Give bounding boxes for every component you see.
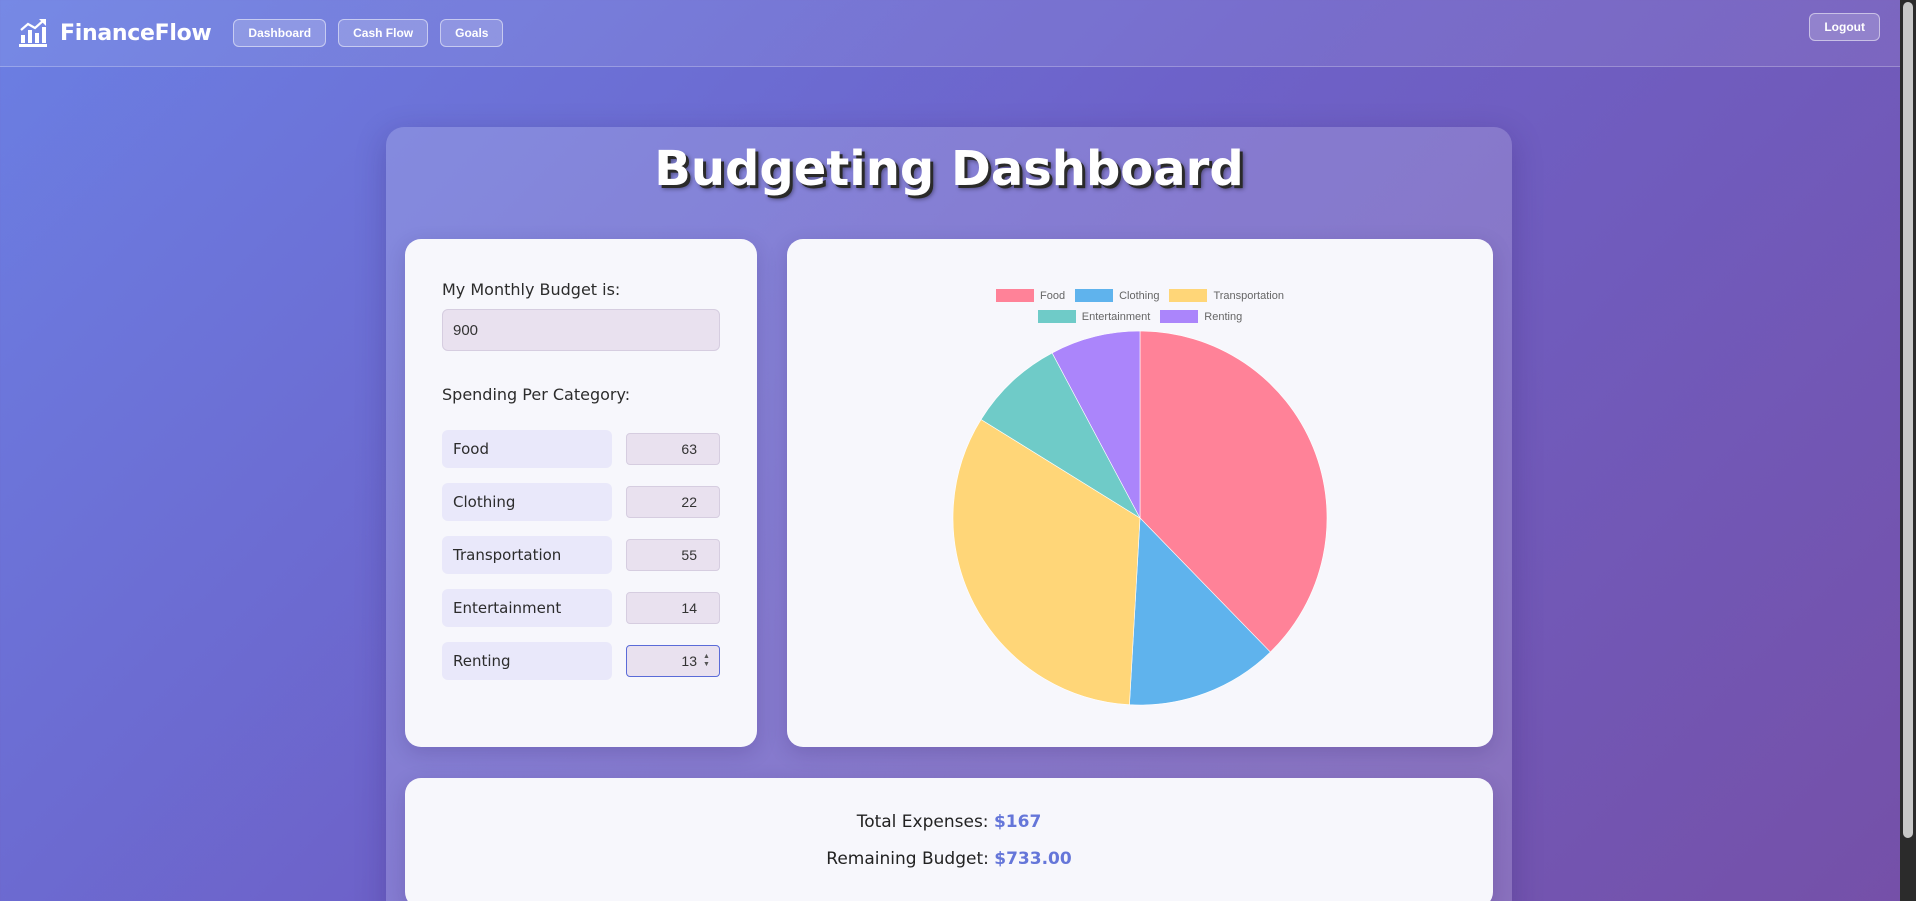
nav-cash-flow-button[interactable]: Cash Flow [338,19,429,47]
chart-panel: Food Clothing Transportation Entertainme… [787,239,1493,747]
remaining-budget-line: Remaining Budget: $733.00 [405,849,1493,869]
logout-button[interactable]: Logout [1809,13,1880,41]
legend-label-entertainment: Entertainment [1081,310,1151,323]
brand[interactable]: FinanceFlow [18,18,212,48]
category-row-transportation: Transportation 55 [442,536,720,574]
category-input-food[interactable]: 63 [626,433,720,465]
legend-item-transportation[interactable]: Transportation [1169,289,1284,302]
category-label-food: Food [442,430,612,468]
page-title: Budgeting Dashboard [654,141,1244,197]
spinner-up-icon[interactable]: ▲ [703,653,710,660]
summary-panel: Total Expenses: $167 Remaining Budget: $… [405,778,1493,901]
category-label-clothing: Clothing [442,483,612,521]
monthly-budget-label: My Monthly Budget is: [442,280,621,299]
category-row-renting: Renting 13 ▲ ▼ [442,642,720,680]
category-input-clothing[interactable]: 22 [626,486,720,518]
category-input-transportation[interactable]: 55 [626,539,720,571]
remaining-budget-label: Remaining Budget: [826,849,989,869]
nav-goals-button[interactable]: Goals [440,19,504,47]
brand-name: FinanceFlow [60,20,212,46]
legend-swatch-entertainment [1037,310,1076,323]
pie-chart[interactable] [787,239,1493,747]
legend-label-clothing: Clothing [1119,289,1160,302]
navbar: FinanceFlow Dashboard Cash Flow Goals Lo… [0,0,1900,67]
legend-swatch-transportation [1169,289,1208,302]
category-row-food: Food 63 [442,430,720,468]
scrollbar[interactable] [1900,0,1916,901]
total-expenses-line: Total Expenses: $167 [405,812,1493,832]
monthly-budget-input[interactable]: 900 [442,309,720,351]
legend-swatch-renting [1160,310,1199,323]
total-expenses-value: $167 [993,812,1042,832]
remaining-budget-value: $733.00 [994,849,1072,869]
category-row-clothing: Clothing 22 [442,483,720,521]
spending-per-category-label: Spending Per Category: [442,385,631,404]
category-label-renting: Renting [442,642,612,680]
legend-item-clothing[interactable]: Clothing [1075,289,1159,302]
legend-item-food[interactable]: Food [996,289,1065,302]
chart-line-icon [19,19,47,47]
category-label-entertainment: Entertainment [442,589,612,627]
chart-legend-row-1: Food Clothing Transportation [787,289,1493,302]
pie-slice-food[interactable] [1139,330,1328,653]
legend-item-entertainment[interactable]: Entertainment [1037,310,1151,323]
category-label-transportation: Transportation [442,536,612,574]
pie-slice-clothing[interactable] [1129,517,1271,706]
scrollbar-thumb[interactable] [1903,2,1913,838]
legend-item-renting[interactable]: Renting [1160,310,1242,323]
spinner-down-icon[interactable]: ▼ [703,661,710,668]
dashboard-container: Budgeting Dashboard My Monthly Budget is… [386,127,1512,901]
pie-slice-transportation[interactable] [952,419,1141,706]
category-input-entertainment[interactable]: 14 [626,592,720,624]
legend-swatch-food [996,289,1035,302]
pie-slice-entertainment[interactable] [980,352,1141,519]
nav-dashboard-button[interactable]: Dashboard [233,19,327,47]
nav-links: Dashboard Cash Flow Goals [233,19,504,47]
legend-label-food: Food [1040,289,1066,302]
total-expenses-label: Total Expenses: [856,812,989,832]
chart-legend-row-2: Entertainment Renting [787,310,1493,323]
legend-swatch-clothing [1075,289,1114,302]
category-input-renting[interactable]: 13 ▲ ▼ [626,645,720,677]
budget-panel: My Monthly Budget is: 900 Spending Per C… [405,239,757,747]
legend-label-renting: Renting [1204,310,1243,323]
category-input-renting-value: 13 [681,653,697,669]
legend-label-transportation: Transportation [1213,289,1284,302]
pie-slice-renting[interactable] [1051,330,1141,519]
category-row-entertainment: Entertainment 14 [442,589,720,627]
number-spinner[interactable]: ▲ ▼ [703,653,711,669]
